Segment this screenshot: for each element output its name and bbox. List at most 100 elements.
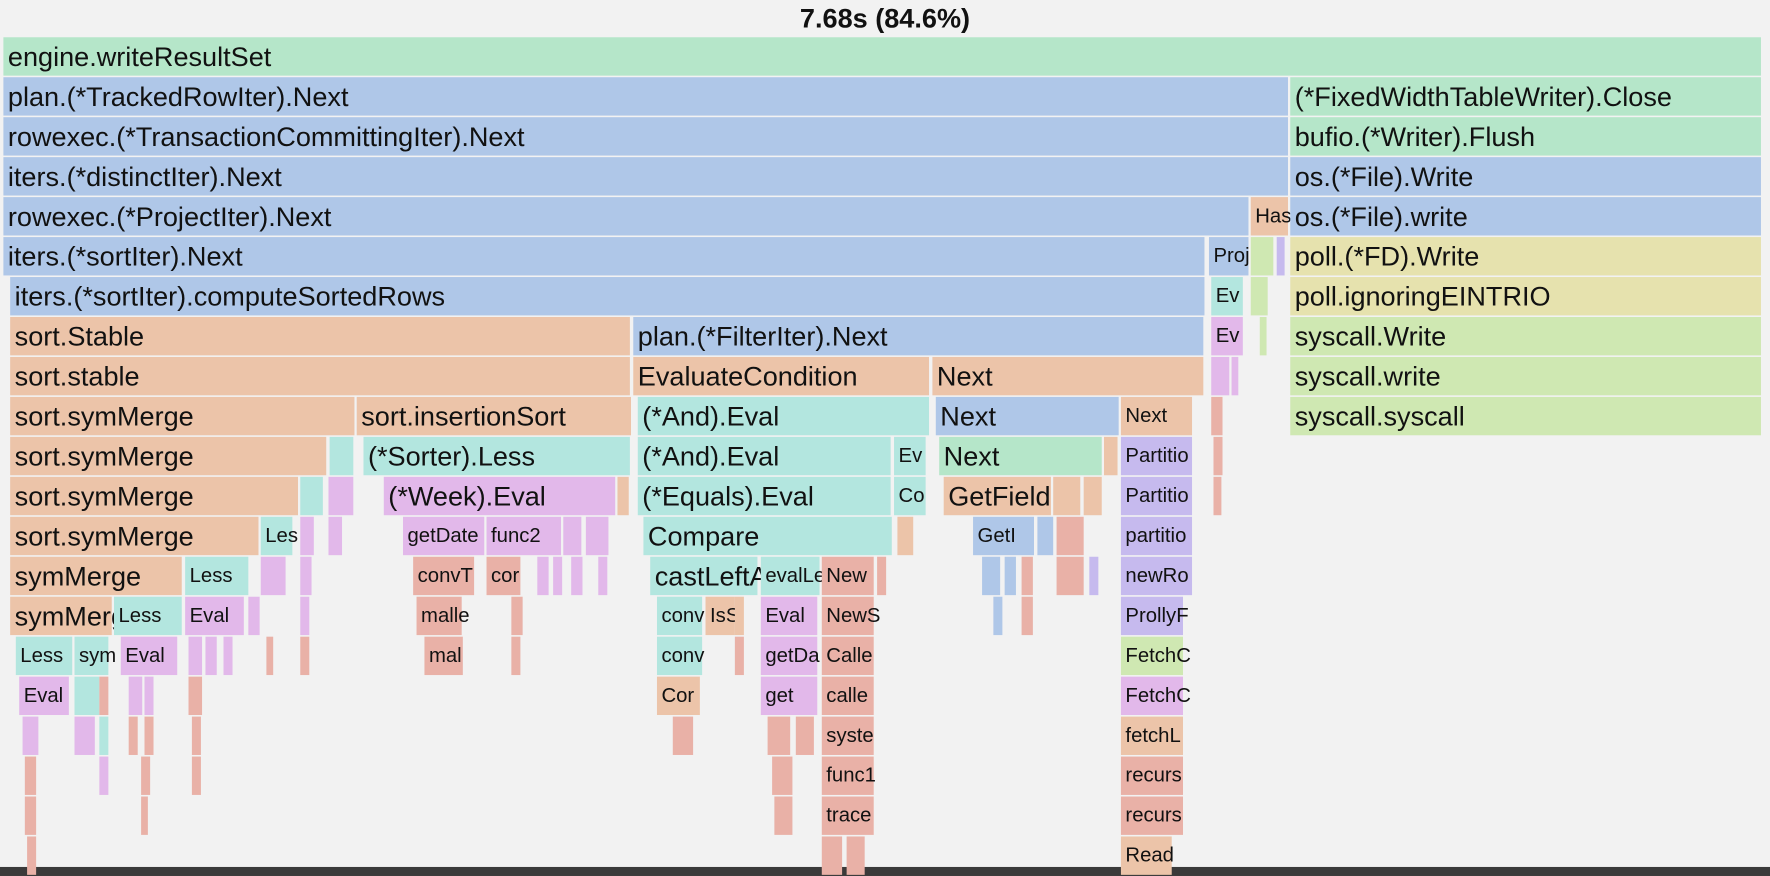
frame[interactable] xyxy=(413,556,475,596)
frame[interactable] xyxy=(10,356,630,396)
frame[interactable] xyxy=(1250,197,1288,236)
frame[interactable] xyxy=(1120,396,1193,436)
frame[interactable] xyxy=(1290,197,1761,236)
frame-label: recurs xyxy=(1125,805,1181,827)
frame[interactable] xyxy=(894,476,926,516)
frame[interactable] xyxy=(821,796,874,835)
frame[interactable] xyxy=(3,117,1288,156)
frame[interactable] xyxy=(1120,556,1193,596)
frame[interactable] xyxy=(1290,277,1761,316)
frame[interactable] xyxy=(821,556,874,596)
frame[interactable] xyxy=(1290,237,1761,276)
frame[interactable] xyxy=(1290,77,1761,116)
frame[interactable] xyxy=(424,636,463,676)
frame[interactable] xyxy=(185,556,249,596)
frame[interactable] xyxy=(973,516,1035,556)
frame[interactable] xyxy=(3,77,1288,116)
frame[interactable] xyxy=(260,516,293,556)
frame xyxy=(598,556,608,596)
frame[interactable] xyxy=(656,676,700,716)
frame[interactable] xyxy=(939,436,1102,476)
frame[interactable] xyxy=(15,636,73,676)
frame[interactable] xyxy=(932,356,1204,396)
frame[interactable] xyxy=(10,556,182,596)
frame[interactable] xyxy=(894,436,926,476)
frame[interactable] xyxy=(416,596,462,636)
frame[interactable] xyxy=(1120,596,1184,636)
frame xyxy=(74,716,95,755)
frame[interactable] xyxy=(643,516,892,556)
frame[interactable] xyxy=(10,316,630,356)
frame[interactable] xyxy=(821,676,874,716)
frame[interactable] xyxy=(821,636,874,676)
frame[interactable] xyxy=(363,436,630,476)
frame[interactable] xyxy=(1120,436,1193,476)
frame[interactable] xyxy=(486,516,562,556)
frame xyxy=(537,556,549,596)
frame[interactable] xyxy=(402,516,485,556)
frame[interactable] xyxy=(1120,756,1184,795)
frame[interactable] xyxy=(760,596,818,636)
frame[interactable] xyxy=(656,596,703,636)
frame[interactable] xyxy=(633,316,1204,356)
frame[interactable] xyxy=(114,596,182,636)
frame[interactable] xyxy=(3,197,1249,236)
frame[interactable] xyxy=(10,396,355,436)
frame xyxy=(877,556,887,596)
frame[interactable] xyxy=(1290,396,1761,436)
frame[interactable] xyxy=(637,476,891,516)
frame[interactable] xyxy=(943,476,1051,516)
frame-label: Read xyxy=(1125,845,1174,867)
frame[interactable] xyxy=(637,436,891,476)
frame[interactable] xyxy=(1211,277,1243,316)
frame[interactable] xyxy=(3,37,1761,76)
frame[interactable] xyxy=(3,157,1288,196)
frame[interactable] xyxy=(19,676,69,716)
frame[interactable] xyxy=(10,596,112,636)
frame[interactable] xyxy=(1120,636,1184,676)
frame[interactable] xyxy=(3,237,1205,276)
frame[interactable] xyxy=(650,556,758,596)
frame[interactable] xyxy=(705,596,735,636)
frame[interactable] xyxy=(1290,157,1761,196)
frame xyxy=(99,756,109,795)
frame[interactable] xyxy=(821,716,874,755)
frame[interactable] xyxy=(383,476,616,516)
frame[interactable] xyxy=(10,436,327,476)
frame[interactable] xyxy=(821,756,874,795)
frame[interactable] xyxy=(637,396,930,436)
frame[interactable] xyxy=(760,556,820,596)
frame[interactable] xyxy=(1208,237,1249,276)
frame[interactable] xyxy=(1120,716,1184,755)
frame xyxy=(897,516,914,556)
frame[interactable] xyxy=(486,556,521,596)
frame[interactable] xyxy=(1120,516,1193,556)
frame-label: conv xyxy=(661,605,705,627)
frame[interactable] xyxy=(1290,117,1761,156)
frame[interactable] xyxy=(1211,316,1243,356)
frame[interactable] xyxy=(1120,836,1172,875)
frame[interactable] xyxy=(633,356,930,396)
frame[interactable] xyxy=(120,636,178,676)
frame[interactable] xyxy=(1120,476,1193,516)
frame-label: partitio xyxy=(1125,525,1186,547)
frame[interactable] xyxy=(185,596,244,636)
frame[interactable] xyxy=(1120,676,1184,716)
frame xyxy=(846,836,865,875)
frame-label: New xyxy=(826,565,867,587)
frame[interactable] xyxy=(356,396,632,436)
frame[interactable] xyxy=(760,676,818,716)
frame[interactable] xyxy=(1120,796,1184,835)
frame[interactable] xyxy=(10,277,1205,316)
frame[interactable] xyxy=(760,636,818,676)
frame[interactable] xyxy=(821,596,874,636)
frame[interactable] xyxy=(10,476,299,516)
frame[interactable] xyxy=(935,396,1119,436)
frame[interactable] xyxy=(656,636,703,676)
frame[interactable] xyxy=(74,636,109,676)
frame[interactable] xyxy=(1290,356,1761,396)
frame[interactable] xyxy=(10,516,259,556)
frame-label: mal xyxy=(429,645,462,667)
frame[interactable] xyxy=(1290,316,1761,356)
